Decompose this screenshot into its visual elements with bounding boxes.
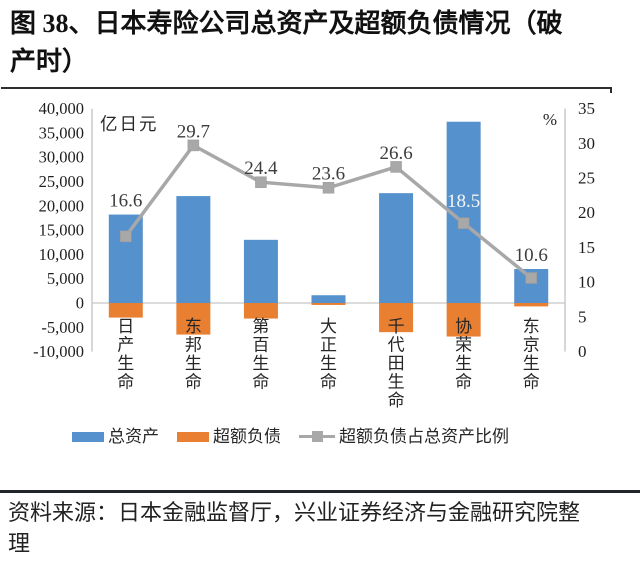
left-axis-tick-label: 10,000 <box>39 245 84 264</box>
category-label: 第百生命 <box>252 317 269 392</box>
total-assets-bar <box>243 239 278 303</box>
category-label: 日产生命 <box>117 317 134 392</box>
total-assets-bar <box>108 214 143 303</box>
ratio-value-label: 23.6 <box>312 164 345 185</box>
excess-liability-bar <box>176 303 211 335</box>
ratio-value-label: 29.7 <box>177 121 210 142</box>
ratio-line-swatch-marker <box>312 431 323 442</box>
left-axis-tick-label: -10,000 <box>33 342 84 361</box>
category-label: 千代田生命 <box>388 317 405 410</box>
excess-liability-swatch <box>177 431 209 442</box>
legend-item-excess-liability: 超额负债 <box>177 428 281 445</box>
excess-liability-bar <box>446 303 481 337</box>
ratio-marker <box>187 139 200 152</box>
left-axis-tick-label: -5,000 <box>41 318 84 337</box>
ratio-marker <box>322 181 335 194</box>
ratio-value-label: 24.4 <box>244 158 278 179</box>
category-label: 协荣生命 <box>455 317 472 392</box>
excess-liability-bar <box>379 303 414 333</box>
right-axis-tick-label: 30 <box>578 134 595 153</box>
total-assets-bar <box>176 196 211 303</box>
combo-chart: 日产生命 东邦生命 第百生命 大正生命 千代田生命 协荣生命 东京生命 16.6 29.7 24.… <box>33 99 595 410</box>
ratio-marker <box>390 161 402 173</box>
left-axis-tick-label: 0 <box>76 294 84 313</box>
ratio-value-label: 26.6 <box>379 143 412 164</box>
right-axis-tick-label: 20 <box>578 203 595 222</box>
ratio-marker <box>120 230 132 243</box>
right-axis-tick-label: 35 <box>578 99 595 118</box>
right-axis-tick-label: 0 <box>578 342 587 361</box>
left-axis-tick-label: 5,000 <box>47 269 84 288</box>
left-axis-tick-label: 40,000 <box>39 99 84 118</box>
left-axis-tick-label: 15,000 <box>39 221 84 240</box>
legend-label-excess-liability: 超额负债 <box>213 427 281 446</box>
legend-item-ratio: 超额负债占总资产比例 <box>299 428 509 445</box>
chart-legend: 总资产 超额负债 超额负债占总资产比例 <box>72 428 509 445</box>
ratio-value-label: 16.6 <box>109 191 142 212</box>
total-assets-bar <box>311 295 346 303</box>
left-axis-tick-label: 20,000 <box>39 196 84 215</box>
category-label: 大正生命 <box>320 317 337 392</box>
legend-item-total-assets: 总资产 <box>72 428 159 445</box>
right-axis-tick-label: 10 <box>578 273 595 292</box>
ratio-marker <box>457 217 470 229</box>
right-axis-unit-label: % <box>543 110 557 129</box>
excess-liability-bar <box>243 303 278 319</box>
ratio-value-label: 10.6 <box>515 245 548 266</box>
ratio-value-label: 18.5 <box>447 191 480 212</box>
ratio-line-swatch <box>299 431 335 442</box>
figure-title: 图 38、日本寿险公司总资产及超额负债情况（破产时） <box>10 9 563 76</box>
legend-label-total-assets: 总资产 <box>108 427 159 446</box>
category-label: 东京生命 <box>523 317 540 392</box>
excess-liability-bar <box>514 303 549 307</box>
right-axis-tick-label: 25 <box>578 169 595 188</box>
total-assets-swatch <box>72 431 104 442</box>
excess-liability-bar <box>108 303 143 318</box>
legend-label-ratio: 超额负债占总资产比例 <box>339 427 509 446</box>
left-axis-unit-label: 亿日元 <box>100 114 159 134</box>
title-divider <box>1 87 612 93</box>
left-axis-tick-label: 30,000 <box>39 148 84 167</box>
ratio-marker <box>255 176 267 188</box>
category-label: 东邦生命 <box>185 317 202 392</box>
footer-divider <box>0 490 640 493</box>
source-note: 资料来源：日本金融监督厅，兴业证券经济与金融研究院整理 <box>8 500 581 556</box>
ratio-marker <box>525 272 537 284</box>
left-axis-tick-label: 25,000 <box>39 172 84 191</box>
left-axis-tick-label: 35,000 <box>39 123 84 142</box>
excess-liability-bar <box>311 303 346 305</box>
right-axis-tick-label: 15 <box>578 238 595 257</box>
right-axis-tick-label: 5 <box>578 307 587 326</box>
total-assets-bar <box>379 193 414 303</box>
